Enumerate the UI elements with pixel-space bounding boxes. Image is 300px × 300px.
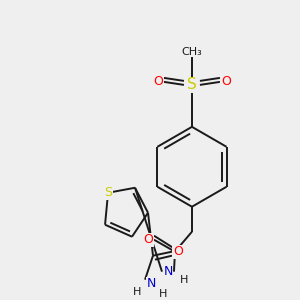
Text: N: N bbox=[163, 265, 173, 278]
Text: O: O bbox=[153, 75, 163, 88]
Text: H: H bbox=[159, 289, 167, 298]
Text: O: O bbox=[221, 75, 231, 88]
Text: S: S bbox=[104, 186, 112, 199]
Text: O: O bbox=[143, 233, 153, 246]
Text: O: O bbox=[173, 245, 183, 258]
Text: N: N bbox=[146, 277, 156, 290]
Text: H: H bbox=[133, 286, 141, 297]
Text: S: S bbox=[187, 77, 197, 92]
Text: H: H bbox=[180, 274, 188, 285]
Text: CH₃: CH₃ bbox=[182, 47, 202, 57]
